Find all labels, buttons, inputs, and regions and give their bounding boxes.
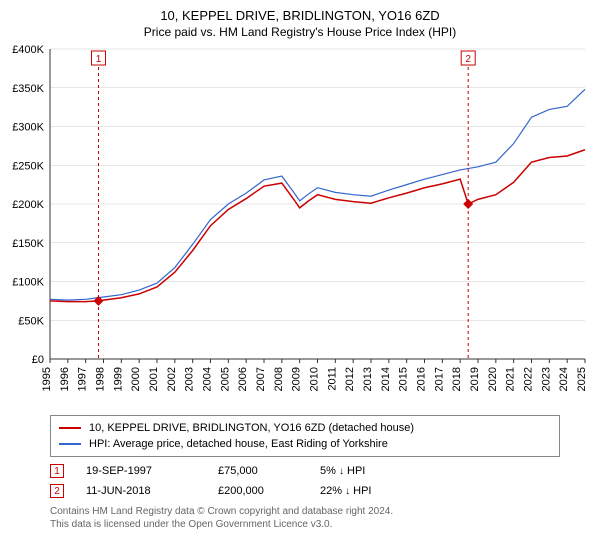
sale-row: 1 19-SEP-1997 £75,000 5% ↓ HPI [50, 461, 560, 481]
line-chart-svg: £0 £50K £100K £150K £200K £250K £300K £350K £400… [0, 39, 600, 409]
legend-item: HPI: Average price, detached house, East… [59, 436, 551, 452]
svg-text:2022: 2022 [523, 367, 535, 391]
svg-text:2005: 2005 [219, 367, 231, 391]
footer-attribution: Contains HM Land Registry data © Crown c… [50, 505, 560, 531]
footer-line: Contains HM Land Registry data © Crown c… [50, 505, 560, 518]
legend-box: 10, KEPPEL DRIVE, BRIDLINGTON, YO16 6ZD … [50, 415, 560, 457]
legend-item: 10, KEPPEL DRIVE, BRIDLINGTON, YO16 6ZD … [59, 420, 551, 436]
sales-table: 1 19-SEP-1997 £75,000 5% ↓ HPI 2 11-JUN-… [50, 461, 560, 501]
svg-text:£200K: £200K [12, 199, 44, 211]
svg-text:2018: 2018 [451, 367, 463, 391]
legend-label: HPI: Average price, detached house, East… [89, 438, 388, 450]
svg-text:£350K: £350K [12, 83, 44, 95]
svg-text:2008: 2008 [273, 367, 285, 391]
sale-date: 19-SEP-1997 [86, 465, 196, 477]
svg-text:2025: 2025 [576, 367, 588, 391]
chart-area: £0 £50K £100K £150K £200K £250K £300K £350K £400… [0, 39, 600, 409]
svg-text:1996: 1996 [59, 367, 71, 391]
svg-text:2023: 2023 [540, 367, 552, 391]
svg-text:1: 1 [96, 54, 102, 65]
svg-text:2: 2 [465, 54, 471, 65]
sale-delta: 5% ↓ HPI [320, 465, 430, 477]
svg-text:£0: £0 [32, 354, 44, 366]
legend-swatch [59, 427, 81, 429]
svg-text:2013: 2013 [362, 367, 374, 391]
legend-swatch [59, 443, 81, 445]
legend-label: 10, KEPPEL DRIVE, BRIDLINGTON, YO16 6ZD … [89, 422, 414, 434]
svg-text:2024: 2024 [558, 367, 570, 391]
sale-date: 11-JUN-2018 [86, 485, 196, 497]
svg-text:£150K: £150K [12, 238, 44, 250]
svg-text:2017: 2017 [433, 367, 445, 391]
svg-text:2012: 2012 [344, 367, 356, 391]
sale-delta: 22% ↓ HPI [320, 485, 430, 497]
svg-text:2016: 2016 [416, 367, 428, 391]
svg-text:2003: 2003 [184, 367, 196, 391]
sale-marker-number: 1 [54, 466, 60, 477]
chart-title-address: 10, KEPPEL DRIVE, BRIDLINGTON, YO16 6ZD [0, 8, 600, 23]
sale-price: £75,000 [218, 465, 298, 477]
down-arrow-icon: ↓ [345, 486, 350, 497]
svg-text:£250K: £250K [12, 160, 44, 172]
svg-text:2021: 2021 [505, 367, 517, 391]
sale-marker-box: 2 [50, 484, 64, 498]
down-arrow-icon: ↓ [339, 466, 344, 477]
svg-text:2001: 2001 [148, 367, 160, 391]
chart-titles: 10, KEPPEL DRIVE, BRIDLINGTON, YO16 6ZD … [0, 0, 600, 39]
svg-text:£400K: £400K [12, 44, 44, 56]
footer-line: This data is licensed under the Open Gov… [50, 518, 560, 531]
svg-text:2004: 2004 [202, 367, 214, 391]
svg-text:2006: 2006 [237, 367, 249, 391]
svg-text:1998: 1998 [95, 367, 107, 391]
svg-text:£100K: £100K [12, 277, 44, 289]
svg-text:2002: 2002 [166, 367, 178, 391]
sale-marker-box: 1 [50, 464, 64, 478]
sale-price: £200,000 [218, 485, 298, 497]
svg-text:2015: 2015 [398, 367, 410, 391]
svg-text:2009: 2009 [291, 367, 303, 391]
svg-text:2019: 2019 [469, 367, 481, 391]
svg-text:1995: 1995 [41, 367, 53, 391]
svg-text:1999: 1999 [112, 367, 124, 391]
svg-text:2007: 2007 [255, 367, 267, 391]
svg-text:2010: 2010 [309, 367, 321, 391]
svg-text:£50K: £50K [18, 315, 44, 327]
svg-text:1997: 1997 [77, 367, 89, 391]
svg-text:2000: 2000 [130, 367, 142, 391]
svg-text:£300K: £300K [12, 122, 44, 134]
svg-text:2011: 2011 [326, 367, 338, 391]
chart-title-subtitle: Price paid vs. HM Land Registry's House … [0, 25, 600, 39]
sale-marker-number: 2 [54, 486, 60, 497]
svg-text:2020: 2020 [487, 367, 499, 391]
svg-text:2014: 2014 [380, 367, 392, 391]
sale-row: 2 11-JUN-2018 £200,000 22% ↓ HPI [50, 481, 560, 501]
